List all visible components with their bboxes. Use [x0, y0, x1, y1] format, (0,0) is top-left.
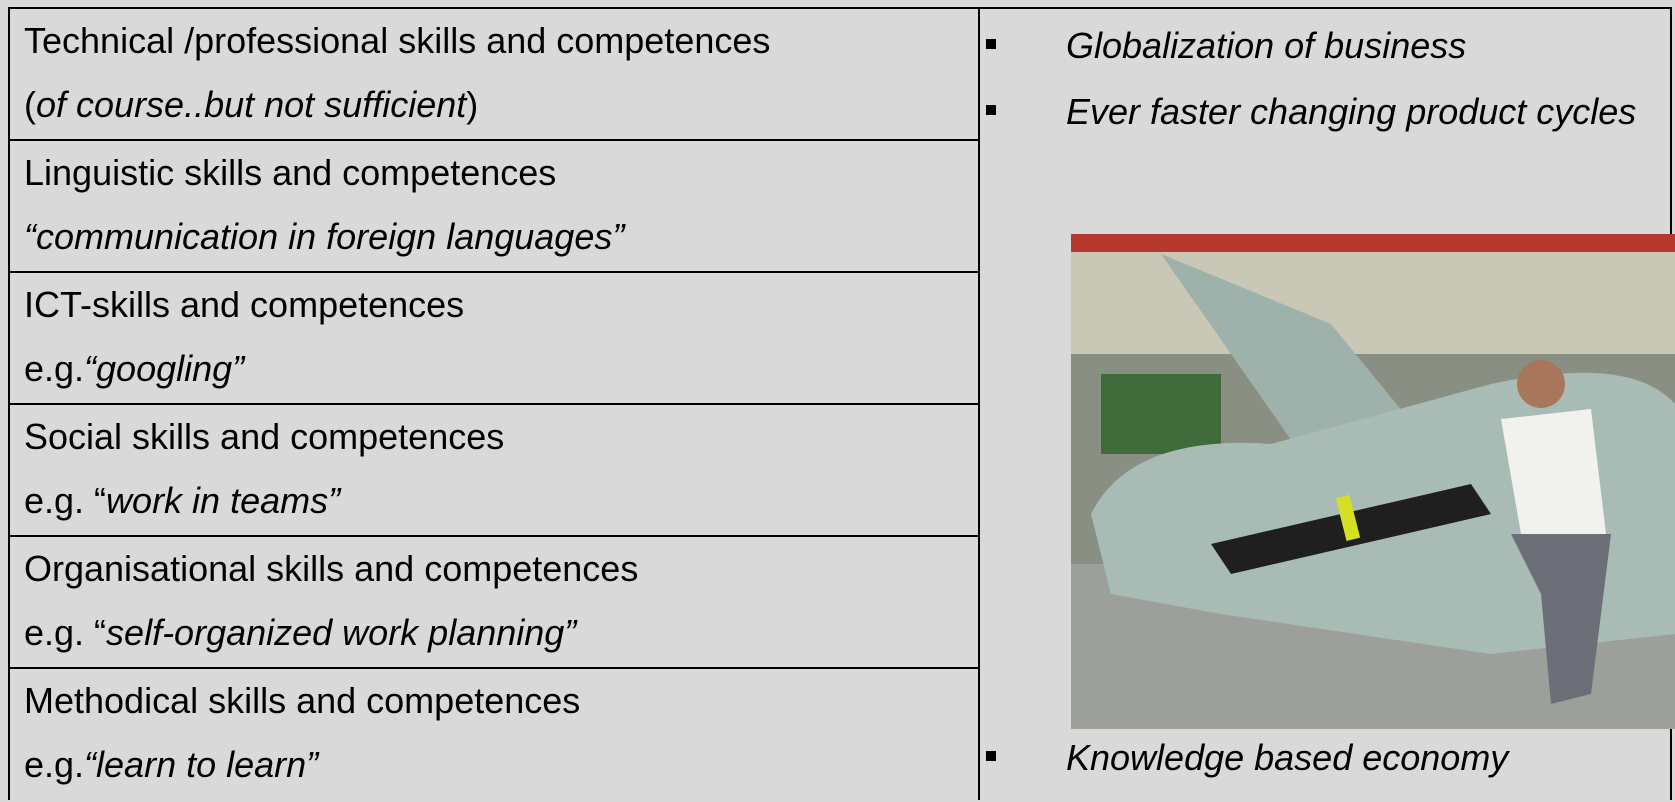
- skill-note: e.g. “self-organized work planning”: [24, 601, 978, 665]
- skill-title: Methodical skills and competences: [24, 680, 581, 721]
- bullet-item: Ever faster changing product cycles: [986, 79, 1646, 145]
- skill-row: Social skills and competences e.g. “work …: [10, 405, 978, 537]
- bullet-item: Knowledge based economy: [986, 725, 1646, 791]
- car-assembly-photo: [1071, 234, 1675, 729]
- skills-table: Technical /professional skills and compe…: [8, 7, 980, 800]
- note-part: e.g. “: [24, 612, 107, 653]
- note-part: of course..but not sufficient: [36, 84, 467, 125]
- note-part: “learn to learn”: [84, 744, 319, 785]
- skill-row: Methodical skills and competences e.g.“le…: [10, 669, 978, 802]
- skill-note: “communication in foreign languages”: [24, 205, 978, 269]
- skill-title: ICT-skills and competences: [24, 284, 465, 325]
- note-part: (: [24, 84, 36, 125]
- note-part: e.g.: [24, 744, 85, 785]
- skill-title: Social skills and competences: [24, 416, 505, 457]
- note-part: self-organized work planning”: [106, 612, 577, 653]
- skill-title: Organisational skills and competences: [24, 548, 639, 589]
- skill-note: e.g.“learn to learn”: [24, 733, 978, 797]
- skill-note: (of course..but not sufficient): [24, 73, 978, 137]
- note-part: “googling”: [84, 348, 245, 389]
- skill-row: Technical /professional skills and compe…: [10, 9, 978, 141]
- note-part: e.g.: [24, 348, 85, 389]
- note-part: work in teams”: [106, 480, 341, 521]
- skill-title: Linguistic skills and competences: [24, 152, 557, 193]
- trends-panel: Globalization of business Ever faster cha…: [980, 7, 1675, 800]
- skill-row: ICT-skills and competences e.g.“googling”: [10, 273, 978, 405]
- bullet-item: Globalization of business: [986, 13, 1646, 79]
- skill-row: Linguistic skills and competences “commun…: [10, 141, 978, 273]
- skill-note: e.g. “work in teams”: [24, 469, 978, 533]
- note-part: ): [466, 84, 479, 125]
- skill-title: Technical /professional skills and compe…: [24, 20, 771, 61]
- note-part: “communication in foreign languages”: [24, 216, 625, 257]
- skill-note: e.g.“googling”: [24, 337, 978, 401]
- skill-row: Organisational skills and competences e.g…: [10, 537, 978, 669]
- note-part: e.g. “: [24, 480, 107, 521]
